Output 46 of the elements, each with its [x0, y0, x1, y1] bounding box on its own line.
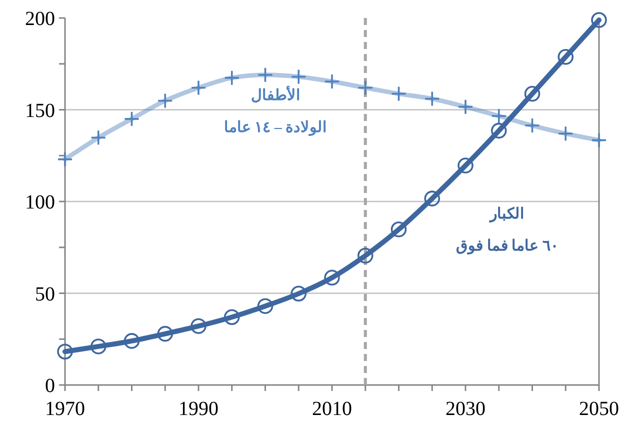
x-tick-label: 1990: [178, 398, 218, 420]
x-tick-label: 2030: [446, 398, 486, 420]
point: [290, 286, 307, 302]
point: [458, 98, 474, 115]
point: [524, 118, 540, 134]
point: [190, 80, 206, 96]
x-tick-label: 1970: [45, 398, 85, 420]
point: [57, 344, 73, 360]
point: [558, 126, 574, 142]
point: [357, 248, 374, 264]
point: [524, 86, 540, 102]
point: [257, 298, 274, 314]
point: [591, 12, 607, 28]
x-tick-label: 2050: [579, 398, 619, 420]
point: [458, 158, 474, 174]
y-tick-label: 200: [25, 8, 55, 30]
series-label: الأطفال الولادة – ١٤ عاما: [224, 84, 327, 136]
point: [190, 318, 206, 334]
point: [558, 49, 574, 65]
point: [324, 74, 340, 90]
point: [257, 66, 274, 83]
point: [390, 221, 407, 238]
point: [90, 338, 106, 354]
point: [157, 92, 174, 109]
point: [157, 326, 174, 342]
x-tick-label: 2010: [312, 398, 352, 420]
point: [57, 151, 73, 168]
point: [224, 309, 240, 326]
point: [490, 122, 507, 139]
point: [124, 111, 140, 127]
point: [90, 130, 106, 146]
point: [591, 132, 607, 148]
y-tick-label: 100: [25, 192, 55, 214]
point: [124, 333, 140, 349]
series-label: الكبار ٦٠ عاما فما فوق: [456, 206, 558, 255]
point: [357, 80, 374, 96]
point: [290, 68, 307, 85]
point: [490, 108, 507, 124]
point: [390, 86, 407, 102]
point: [424, 190, 440, 206]
y-tick-label: 150: [25, 100, 55, 122]
y-tick-label: 0: [45, 375, 55, 397]
y-tick-label: 50: [35, 283, 55, 306]
point: [424, 90, 440, 107]
point: [324, 270, 340, 286]
point: [224, 70, 240, 86]
